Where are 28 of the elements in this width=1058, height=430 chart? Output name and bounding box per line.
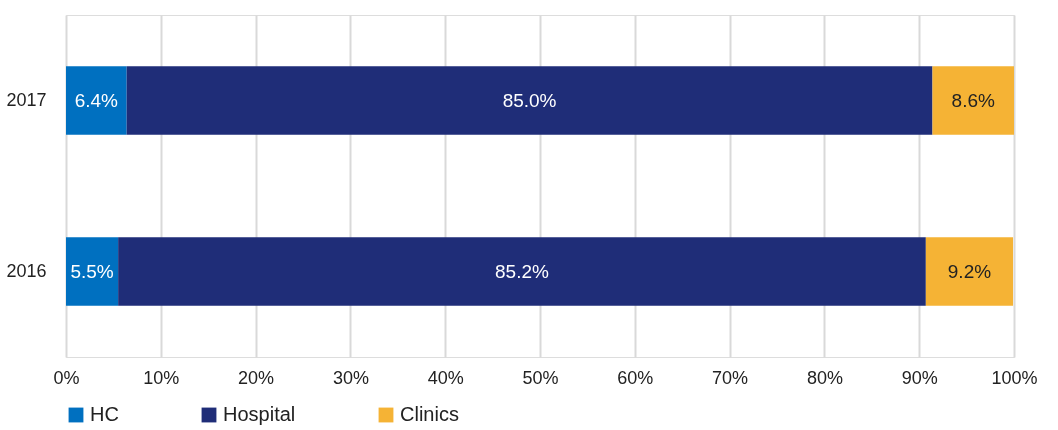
- data-label: 6.4%: [74, 89, 119, 111]
- legend-label: Hospital: [223, 403, 296, 425]
- data-label: 85.2%: [495, 260, 550, 282]
- x-tick-label: 10%: [143, 367, 180, 388]
- x-tick-label: 60%: [617, 367, 654, 388]
- bar: [66, 66, 127, 135]
- bar: [66, 237, 119, 306]
- bar: [126, 66, 933, 135]
- x-tick-label: 20%: [238, 367, 275, 388]
- legend-label: HC: [90, 403, 119, 425]
- x-tick-label: 80%: [806, 367, 843, 388]
- bar: [925, 237, 1014, 306]
- data-label: 8.6%: [951, 89, 995, 111]
- x-tick-label: 100%: [991, 367, 1038, 388]
- x-tick-label: 40%: [427, 367, 464, 388]
- bar: [118, 237, 926, 306]
- y-tick-label: 2017: [6, 89, 47, 110]
- data-label: 85.0%: [502, 89, 557, 111]
- bar: [932, 66, 1014, 135]
- y-tick-label: 2016: [6, 260, 47, 281]
- x-tick-label: 0%: [53, 367, 80, 388]
- x-tick-label: 30%: [332, 367, 369, 388]
- legend-label: Clinics: [400, 403, 459, 425]
- x-tick-label: 70%: [712, 367, 749, 388]
- data-label: 9.2%: [947, 260, 992, 282]
- x-tick-label: 90%: [901, 367, 938, 388]
- data-label: 5.5%: [70, 260, 114, 282]
- x-tick-label: 50%: [522, 367, 559, 388]
